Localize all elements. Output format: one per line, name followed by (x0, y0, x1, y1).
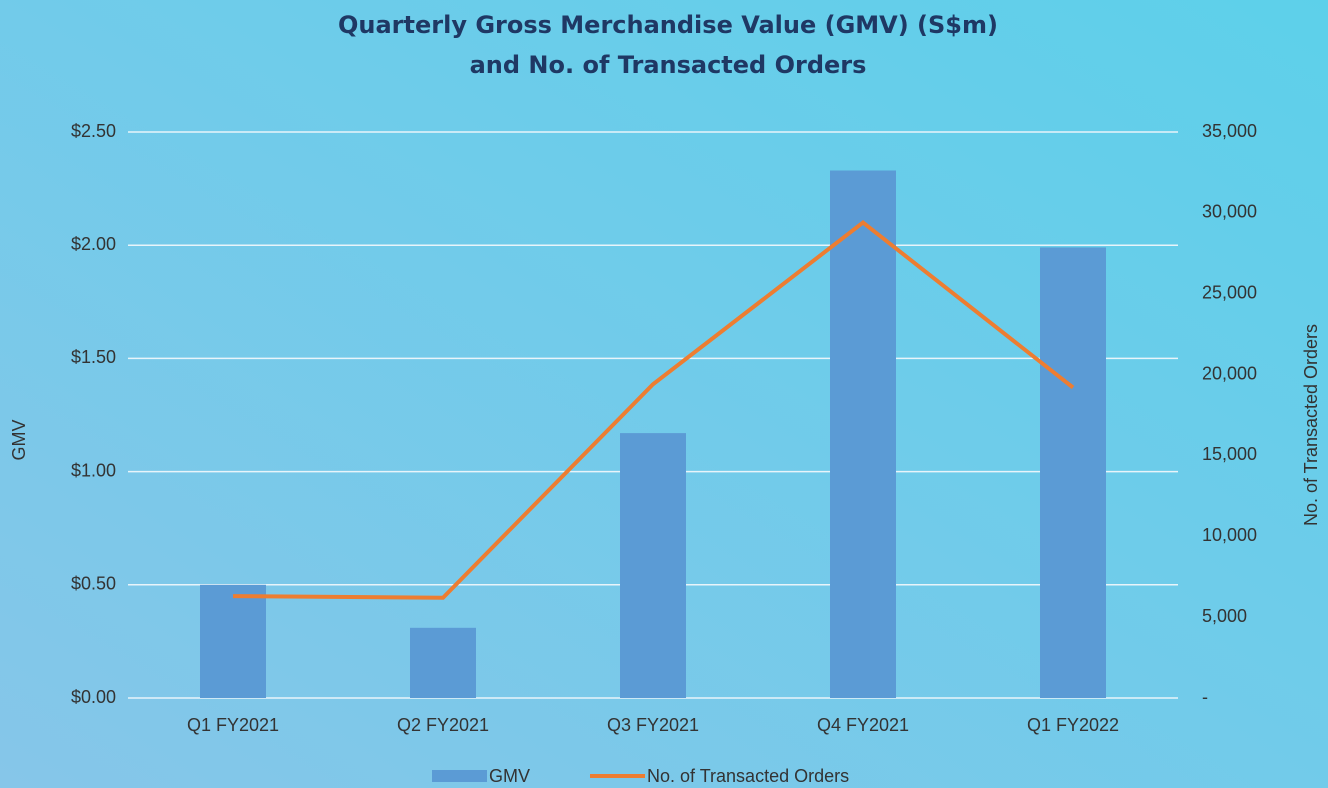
y2-tick-label: 15,000 (1202, 444, 1257, 464)
bar (830, 170, 896, 698)
chart-subtitle: and No. of Transacted Orders (470, 51, 867, 79)
y-tick-label: $0.00 (71, 687, 116, 707)
chart-title: Quarterly Gross Merchandise Value (GMV) … (338, 11, 998, 39)
x-tick-label: Q4 FY2021 (817, 715, 909, 735)
y2-tick-label: - (1202, 687, 1208, 707)
legend-swatch (432, 770, 487, 782)
line (232, 220, 1075, 600)
y2-tick-label: 20,000 (1202, 363, 1257, 383)
x-tick-label: Q1 FY2021 (187, 715, 279, 735)
y2-tick-label: 25,000 (1202, 282, 1257, 302)
y-tick-label: $0.50 (71, 574, 116, 594)
x-tick-label: Q2 FY2021 (397, 715, 489, 735)
y2-tick-label: 5,000 (1202, 606, 1247, 626)
y2-tick-label: 10,000 (1202, 525, 1257, 545)
y-axis-label: GMV (9, 419, 29, 460)
y2-tick-label: 35,000 (1202, 121, 1257, 141)
bar (200, 584, 266, 698)
legend-label: No. of Transacted Orders (647, 766, 849, 786)
y-tick-label: $1.50 (71, 347, 116, 367)
y2-axis-label: No. of Transacted Orders (1301, 324, 1321, 526)
y-tick-label: $2.50 (71, 121, 116, 141)
legend-label: GMV (489, 766, 530, 786)
y2-tick-label: 30,000 (1202, 202, 1257, 222)
x-tick-label: Q3 FY2021 (607, 715, 699, 735)
bar (1040, 247, 1106, 699)
bar (620, 433, 686, 698)
bar (410, 627, 476, 698)
y-tick-label: $2.00 (71, 234, 116, 254)
y-tick-label: $1.00 (71, 460, 116, 480)
x-tick-label: Q1 FY2022 (1027, 715, 1119, 735)
